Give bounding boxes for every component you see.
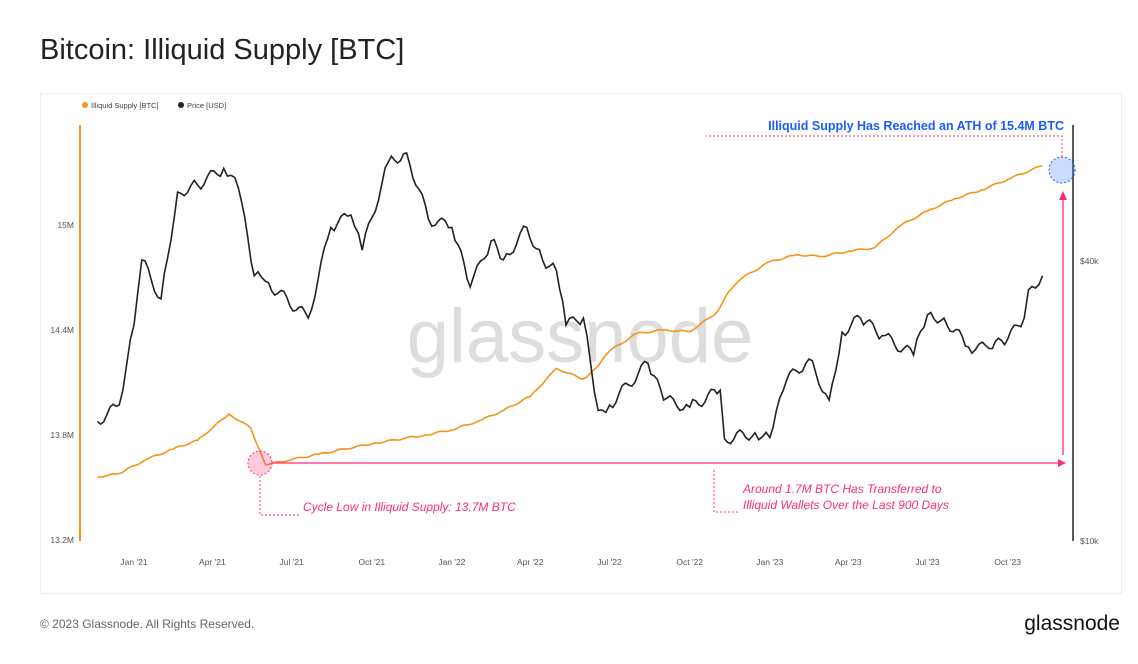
- cycle-low-annotation: Cycle Low in Illiquid Supply: 13.7M BTC: [303, 500, 516, 514]
- page-title: Bitcoin: Illiquid Supply [BTC]: [40, 34, 405, 66]
- legend-price-marker: [178, 102, 184, 108]
- x-tick-label: Jan '21: [120, 557, 147, 567]
- legend-price-label: Price [USD]: [187, 101, 226, 110]
- x-tick-label: Apr '22: [517, 557, 544, 567]
- x-tick-label: Oct '21: [358, 557, 385, 567]
- annotation-leaders: [259, 135, 1063, 516]
- y-right-tick-label: $40k: [1080, 256, 1099, 266]
- watermark: glassnode: [407, 294, 754, 379]
- x-tick-label: Apr '23: [835, 557, 862, 567]
- transfer-annotation-line1: Around 1.7M BTC Has Transferred to: [742, 482, 942, 496]
- legend-supply-label: Illiquid Supply [BTC]: [91, 101, 159, 110]
- x-tick-label: Apr '21: [199, 557, 226, 567]
- arrow-head-up-icon: [1059, 191, 1067, 200]
- annotations: Illiquid Supply Has Reached an ATH of 15…: [247, 119, 1076, 516]
- y-left-tick-label: 13.2M: [50, 535, 74, 545]
- cycle-low-marker: [247, 450, 273, 476]
- x-tick-label: Oct '23: [994, 557, 1021, 567]
- x-tick-label: Jul '23: [915, 557, 940, 567]
- legend-supply-marker: [82, 102, 88, 108]
- x-tick-label: Jan '23: [756, 557, 783, 567]
- y-left-tick-label: 14.4M: [50, 325, 74, 335]
- y-right-tick-label: $10k: [1080, 536, 1099, 546]
- series-price: [96, 151, 1044, 445]
- series-illiquid-supply: [97, 164, 1043, 479]
- x-tick-label: Jul '21: [279, 557, 304, 567]
- arrow-head-right-icon: [1058, 459, 1066, 467]
- x-tick-label: Oct '22: [676, 557, 703, 567]
- ath-annotation: Illiquid Supply Has Reached an ATH of 15…: [768, 119, 1064, 133]
- ath-marker: [1048, 156, 1076, 184]
- copyright: © 2023 Glassnode. All Rights Reserved.: [40, 617, 255, 631]
- x-tick-label: Jan '22: [438, 557, 465, 567]
- legend: Illiquid Supply [BTC] Price [USD]: [82, 101, 226, 110]
- y-left-tick-label: 15M: [57, 220, 74, 230]
- glassnode-logo: glassnode: [1024, 612, 1120, 635]
- transfer-annotation-line2: Illiquid Wallets Over the Last 900 Days: [743, 498, 949, 512]
- x-tick-label: Jul '22: [597, 557, 622, 567]
- y-left-tick-label: 13.8M: [50, 430, 74, 440]
